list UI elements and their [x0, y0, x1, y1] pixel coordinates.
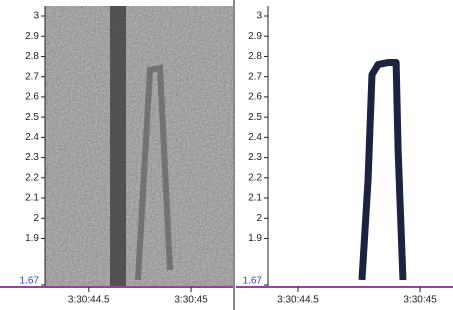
y-tick-label: 1.67 [20, 276, 40, 287]
spectrogram-band [110, 6, 126, 287]
y-tick-label: 2 [33, 213, 39, 224]
y-tick-label: 1.9 [248, 233, 262, 244]
y-tick-label: 2.2 [248, 172, 262, 183]
y-tick-label: 2.6 [248, 92, 262, 103]
y-tick-label: 2.4 [248, 132, 262, 143]
y-tick-label: 2.3 [248, 152, 262, 163]
x-tick-label: 3:30:45 [174, 295, 208, 306]
y-tick-label: 1.67 [243, 276, 263, 287]
spectrogram-image [45, 6, 233, 287]
y-tick-label: 2.8 [248, 51, 262, 62]
y-tick-label: 2.1 [248, 193, 262, 204]
y-tick-label: 2.7 [25, 71, 39, 82]
y-tick-label: 3 [256, 11, 262, 22]
x-tick-label: 3:30:44.5 [68, 295, 110, 306]
x-tick-label: 3:30:45 [403, 295, 437, 306]
y-tick-label: 2.4 [25, 132, 39, 143]
y-tick-label: 1.9 [25, 233, 39, 244]
y-tick-label: 2.9 [25, 31, 39, 42]
y-tick-label: 2.6 [25, 92, 39, 103]
screen: 1.67 1.9 2 2.1 2.2 2.3 2.4 2.5 2.6 2.7 2.8 2.9 3 3:30… [0, 0, 453, 310]
y-tick-label: 3 [33, 11, 39, 22]
y-tick-label: 2 [256, 213, 262, 224]
y-tick-label: 2.2 [25, 172, 39, 183]
y-tick-label: 2.1 [25, 193, 39, 204]
y-tick-label: 2.9 [248, 31, 262, 42]
x-tick-label: 3:30:44.5 [277, 295, 319, 306]
y-tick-label: 2.7 [248, 71, 262, 82]
y-tick-label: 2.3 [25, 152, 39, 163]
y-tick-label: 2.5 [248, 112, 262, 123]
y-tick-label: 2.8 [25, 51, 39, 62]
y-tick-label: 2.5 [25, 112, 39, 123]
